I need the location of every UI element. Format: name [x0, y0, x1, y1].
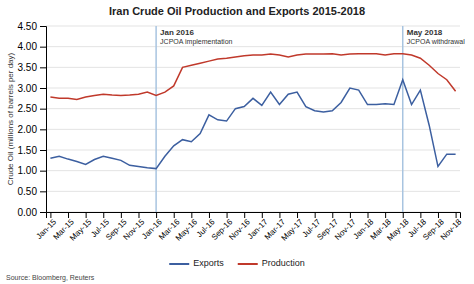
y-axis: 0.00 0.50 1.00 1.50 2.00 2.50 3.00 3.50 4.00 4.50	[18, 21, 47, 218]
marks	[50, 26, 455, 212]
y-tick-mark	[40, 26, 46, 27]
annotation: May 2018JCPOA withdrawal	[407, 28, 465, 45]
annotation-text: JCPOA withdrawal	[407, 38, 465, 45]
legend-swatch	[169, 263, 189, 265]
grid-line	[46, 150, 460, 151]
y-tick-label: 0.00	[18, 207, 38, 218]
y-tick: 2.00	[18, 124, 46, 135]
y-tick-label: 4.00	[18, 41, 38, 52]
y-tick: 4.50	[18, 21, 46, 32]
grid-line	[46, 46, 460, 47]
y-axis-title: Crude Oil (millions of barrels per day)	[6, 52, 15, 185]
y-tick-mark	[40, 88, 46, 89]
grid-line	[46, 67, 460, 68]
y-tick-label: 3.50	[18, 62, 38, 73]
legend: Exports Production	[169, 258, 305, 268]
grid-line	[46, 170, 460, 171]
grid-line	[46, 129, 460, 130]
y-tick-label: 0.50	[18, 186, 38, 197]
grid	[46, 26, 460, 212]
series-line	[50, 54, 455, 100]
y-axis-line	[40, 27, 47, 213]
source-note: Source: Bloomberg, Reuters	[6, 274, 95, 282]
annotation-title: May 2018	[407, 28, 443, 37]
x-axis: Jan-15Mar-15May-15Jul-15Sep-15Nov-15Jan-…	[34, 212, 463, 243]
y-tick-mark	[40, 109, 46, 110]
x-tick-label: Nov-18	[439, 217, 464, 242]
event-line	[155, 26, 157, 212]
x-tick: May-15	[68, 212, 94, 243]
chart: Iran Crude Oil Production and Exports 20…	[0, 0, 474, 284]
y-tick: 1.00	[18, 165, 46, 176]
x-tick-label: May-15	[68, 217, 94, 243]
x-axis-line	[47, 213, 461, 219]
y-tick-mark	[40, 212, 46, 213]
legend-item: Production	[238, 258, 305, 268]
x-tick-label: May-16	[174, 217, 200, 243]
y-tick-mark	[40, 67, 46, 68]
y-tick: 0.50	[18, 186, 46, 197]
x-tick: May-17	[280, 212, 306, 243]
grid-line	[46, 191, 460, 192]
title: Iran Crude Oil Production and Exports 20…	[109, 5, 365, 17]
annotation-text: JCPOA implementation	[160, 38, 232, 46]
y-tick: 0.00	[18, 207, 46, 218]
legend-label: Production	[262, 258, 305, 268]
grid-line	[46, 88, 460, 89]
y-tick-label: 3.00	[18, 83, 38, 94]
annotation-title: Jan 2016	[160, 28, 194, 37]
annotation: Jan 2016JCPOA implementation	[160, 28, 232, 46]
y-tick-mark	[40, 171, 46, 172]
y-tick: 3.50	[18, 62, 46, 73]
y-tick-mark	[40, 129, 46, 130]
x-tick: May-18	[385, 212, 411, 243]
legend-label: Exports	[193, 258, 224, 268]
x-tick: Nov-18	[439, 212, 464, 242]
y-tick-label: 1.50	[18, 145, 38, 156]
y-tick-mark	[40, 47, 46, 48]
x-tick: May-16	[174, 212, 200, 243]
y-tick-label: 1.00	[18, 165, 38, 176]
y-tick: 2.50	[18, 103, 46, 114]
grid-line	[46, 108, 460, 109]
series-line	[50, 80, 455, 169]
y-tick-label: 2.50	[18, 103, 38, 114]
x-tick-label: May-17	[280, 217, 306, 243]
y-tick-label: 4.50	[18, 21, 38, 32]
legend-item: Exports	[169, 258, 224, 268]
y-tick-mark	[40, 150, 46, 151]
plot: 0.00 0.50 1.00 1.50 2.00 2.50 3.00 3.50 4.00 4.50…	[18, 21, 466, 243]
y-tick-label: 2.00	[18, 124, 38, 135]
y-tick: 1.50	[18, 145, 46, 156]
legend-swatch	[238, 263, 258, 265]
y-tick-mark	[40, 191, 46, 192]
grid-line	[46, 26, 460, 27]
x-tick-label: May-18	[385, 217, 411, 243]
y-tick: 4.00	[18, 41, 46, 52]
y-tick: 3.00	[18, 83, 46, 94]
